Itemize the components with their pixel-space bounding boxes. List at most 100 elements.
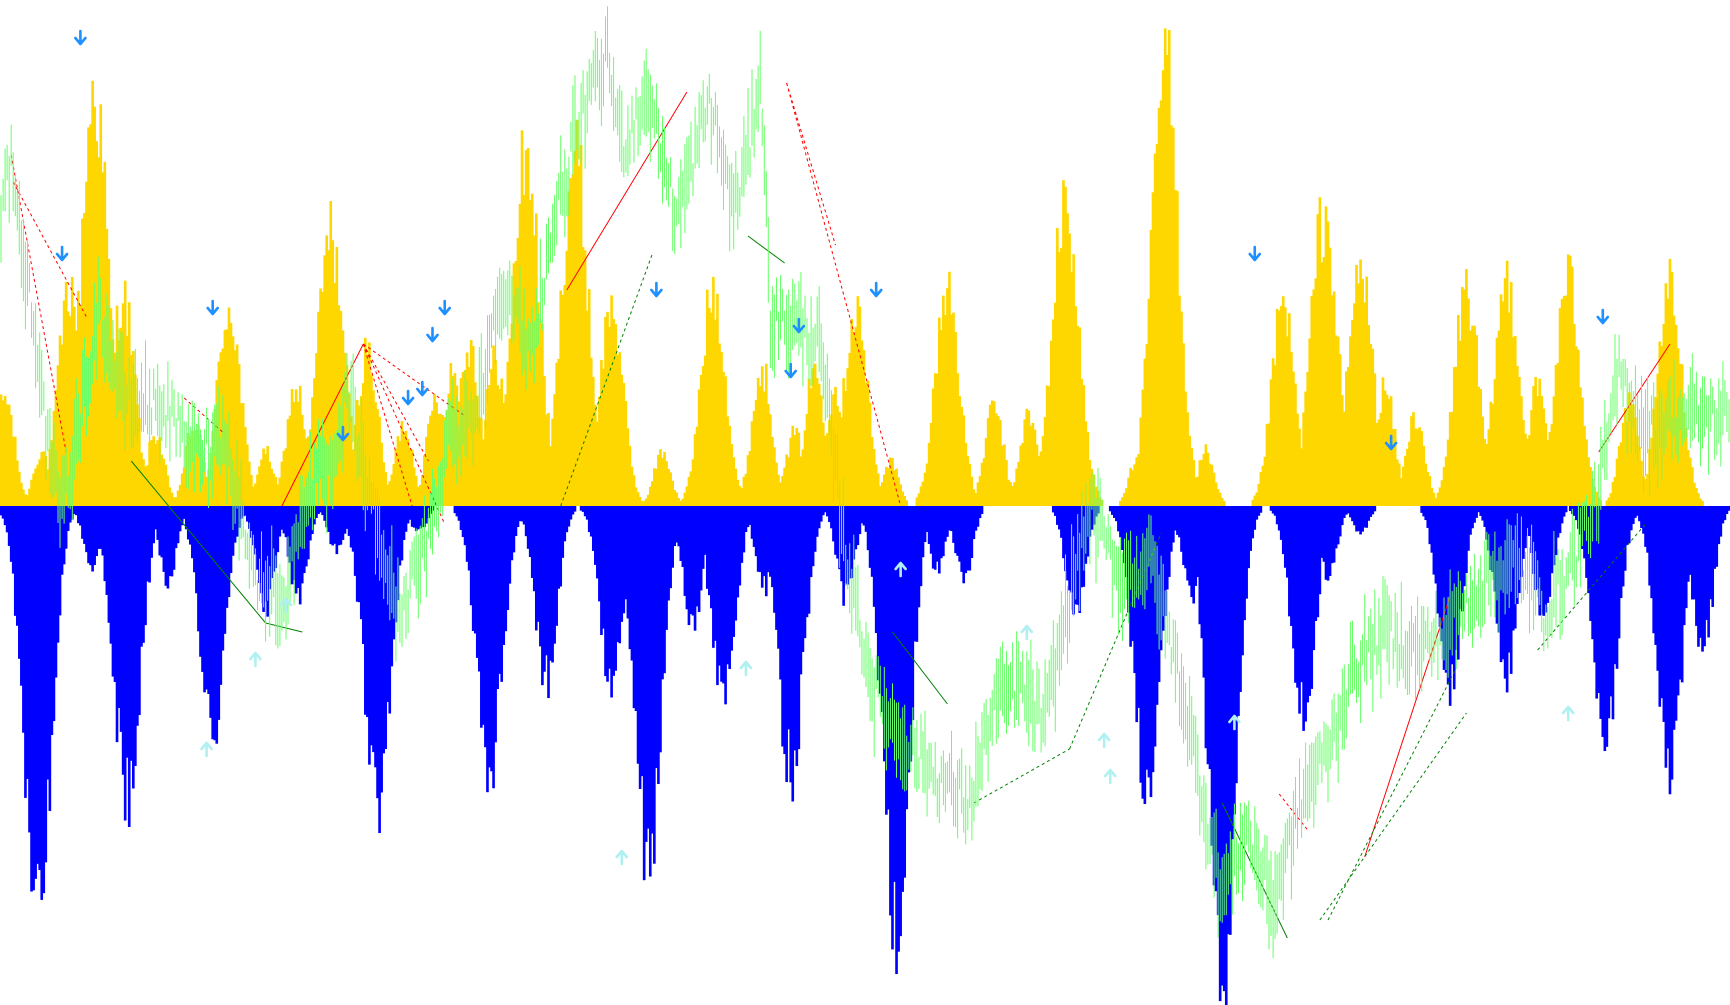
histogram-bar-positive [842,378,845,506]
histogram-bar-positive [571,173,575,506]
histogram-bar-positive [475,395,479,506]
histogram-bar-positive [418,484,422,506]
histogram-bar-negative [767,506,770,573]
histogram-bar-negative [203,506,206,693]
histogram-bar-positive [856,296,860,506]
histogram-bar-negative [679,506,683,561]
histogram-bar-positive [1615,458,1619,506]
histogram-bar-positive [1094,486,1098,506]
histogram-bar-negative [142,506,145,643]
histogram-bar-negative [1334,506,1338,549]
histogram-bar-positive [740,488,744,506]
histogram-bar-positive [1515,365,1519,506]
histogram-bar-negative [46,506,50,780]
histogram-bar-negative [1465,506,1468,574]
histogram-bar-negative [681,506,685,568]
histogram-bar-negative [532,506,536,592]
histogram-bar-negative [854,506,858,550]
histogram-bar-positive [482,439,485,506]
bullish-trendline [1327,667,1457,921]
histogram-bar-negative [1601,506,1605,737]
histogram-bar-positive [162,458,166,506]
histogram-bar-positive [970,476,974,506]
histogram-bar-negative [1666,506,1670,749]
histogram-bar-positive [392,463,396,506]
histogram-bar-positive [13,436,17,506]
histogram-bar-positive [992,401,996,506]
histogram-bar-positive [1420,431,1423,506]
histogram-bar-negative [1176,506,1179,535]
histogram-bar-positive [921,481,925,506]
histogram-bar-positive [897,477,900,506]
histogram-bar-positive [1336,336,1340,506]
histogram-bar-negative [286,506,290,557]
histogram-bar-negative [701,506,705,569]
histogram-bar-negative [1314,506,1318,621]
histogram-bar-negative [954,506,957,554]
histogram-bar-negative [1137,506,1141,708]
histogram-bar-negative [642,506,646,881]
histogram-bar-positive [999,419,1002,506]
histogram-bar-negative [473,506,477,634]
histogram-bar-positive [1475,335,1478,506]
histogram-bar-negative [115,506,119,743]
histogram-bar-negative [333,506,337,544]
histogram-bar-negative [718,506,721,666]
histogram-bar-negative [1108,506,1112,512]
histogram-bar-positive [378,416,381,506]
histogram-bar-negative [893,506,896,882]
histogram-bar-negative [477,506,481,672]
histogram-bar-positive [1489,401,1493,506]
histogram-bar-positive [705,289,709,506]
histogram-bar-positive [26,495,29,506]
histogram-bar-positive [1072,254,1075,506]
histogram-bar-negative [585,506,589,520]
histogram-bar-positive [598,396,601,506]
histogram-bar-positive [1436,492,1440,506]
histogram-bar-negative [970,506,974,559]
histogram-bar-positive [1294,383,1297,506]
up-arrow-icon [894,561,907,578]
histogram-bar-positive [1283,307,1287,506]
histogram-bar-positive [1404,455,1407,506]
histogram-bar-negative [1591,506,1594,640]
histogram-bar-positive [1365,276,1369,506]
histogram-bar-negative [1485,506,1489,540]
histogram-bar-positive [1265,424,1269,506]
histogram-bar-negative [506,506,510,611]
histogram-bar-negative [1672,506,1676,730]
histogram-bar-positive [559,290,563,506]
histogram-bar-negative [1664,506,1668,768]
histogram-bar-positive [178,484,182,506]
histogram-bar-negative [1593,506,1596,663]
histogram-bar-positive [150,440,153,506]
histogram-bar-positive [1432,492,1436,506]
histogram-bar-negative [683,506,687,596]
histogram-bar-negative [1226,506,1230,935]
histogram-bar-positive [968,463,972,506]
histogram-bar-negative [671,506,674,568]
histogram-bar-positive [1163,28,1167,507]
histogram-bar-positive [1131,470,1134,506]
histogram-bar-positive [606,311,609,506]
histogram-bar-positive [813,363,817,506]
down-arrow-icon [206,299,219,316]
histogram-bar-negative [606,506,609,682]
histogram-bar-negative [101,506,105,556]
histogram-bar-negative [105,506,109,595]
histogram-bar-negative [394,506,398,623]
histogram-bar-negative [528,506,532,558]
histogram-bar-negative [946,506,949,537]
histogram-bar-positive [138,418,141,506]
histogram-bar-negative [732,506,736,637]
histogram-bar-negative [547,506,550,699]
histogram-bar-positive [915,497,919,506]
histogram-bar-negative [1318,506,1322,595]
histogram-bar-negative [1302,506,1305,731]
histogram-bar-positive [1393,428,1397,506]
histogram-bar-positive [1143,358,1147,506]
histogram-bar-negative [268,506,271,590]
histogram-bar-negative [663,506,666,674]
histogram-bar-positive [425,436,428,506]
down-arrow-icon [1248,245,1262,262]
